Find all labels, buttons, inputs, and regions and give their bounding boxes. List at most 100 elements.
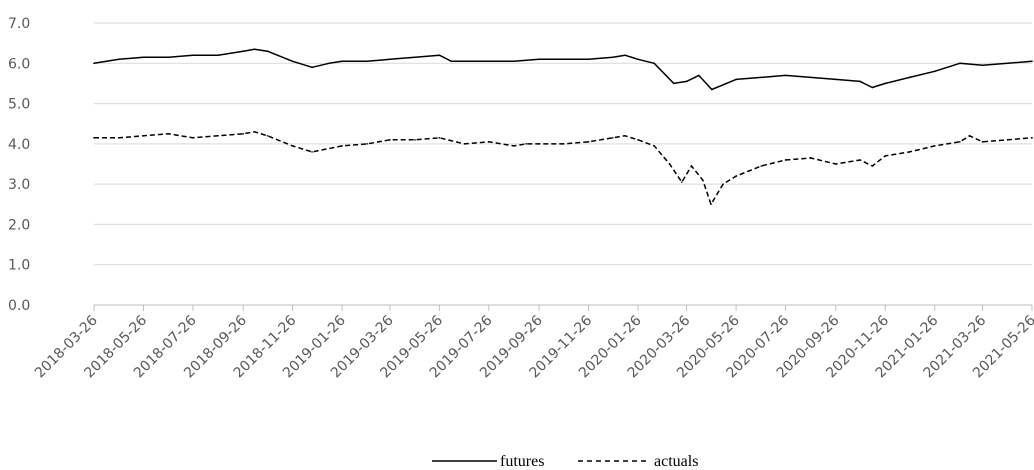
data-point-actuals [311, 151, 313, 153]
data-point-actuals [525, 143, 527, 145]
data-point-actuals [735, 175, 737, 177]
data-point-futures [488, 60, 490, 63]
data-point-actuals [968, 135, 971, 137]
data-point-actuals [981, 141, 984, 143]
data-point-futures [637, 58, 639, 61]
data-point-futures [685, 80, 688, 83]
y-tick-label: 2.0 [8, 217, 30, 233]
data-point-actuals [488, 141, 490, 143]
data-point-actuals [722, 183, 724, 185]
data-point-actuals [884, 155, 887, 157]
data-point-actuals [1006, 139, 1009, 141]
data-point-futures [217, 54, 219, 57]
data-point-futures [450, 60, 453, 63]
data-point-actuals [612, 137, 614, 139]
data-point-actuals [710, 203, 712, 206]
data-point-actuals [637, 139, 639, 141]
data-point-futures [562, 58, 565, 61]
series-line-futures [93, 48, 1033, 91]
data-point-futures [933, 70, 936, 73]
y-tick-label: 7.0 [8, 16, 30, 32]
data-point-actuals [859, 159, 861, 161]
data-point-futures [760, 76, 763, 79]
data-point-futures [612, 56, 614, 59]
data-point-futures [192, 54, 194, 57]
data-point-futures [859, 80, 861, 83]
data-point-actuals [624, 135, 626, 137]
data-point-actuals [438, 137, 441, 139]
legend: futures actuals [432, 453, 698, 470]
data-point-actuals [192, 137, 194, 139]
data-point-futures [835, 78, 837, 81]
data-point-futures [1006, 62, 1009, 65]
data-point-futures [253, 48, 256, 50]
data-point-futures [167, 56, 170, 59]
data-point-actuals [389, 139, 391, 141]
data-point-futures [341, 60, 343, 63]
data-point-futures [624, 54, 626, 57]
data-point-futures [672, 82, 675, 85]
data-point-actuals [463, 143, 466, 145]
data-point-actuals [366, 143, 369, 145]
data-point-actuals [266, 135, 269, 137]
data-point-futures [871, 86, 874, 89]
data-point-futures [538, 58, 540, 61]
data-point-actuals [835, 163, 837, 165]
data-point-futures [697, 74, 700, 77]
data-point-actuals [538, 143, 540, 145]
data-point-actuals [217, 135, 219, 137]
data-point-actuals [690, 165, 693, 167]
y-tick-label: 0.0 [8, 298, 30, 314]
data-point-futures [266, 50, 269, 52]
data-point-futures [587, 58, 590, 61]
y-tick-label: 3.0 [8, 177, 30, 193]
data-point-actuals [933, 145, 936, 147]
data-point-futures [513, 60, 515, 63]
data-point-futures [653, 62, 656, 65]
data-point-actuals [959, 141, 961, 143]
data-point-actuals [291, 145, 294, 147]
data-point-futures [291, 60, 294, 63]
data-point-actuals [587, 141, 590, 143]
data-point-actuals [341, 145, 343, 147]
data-point-actuals [653, 145, 656, 147]
data-point-actuals [908, 151, 911, 153]
y-axis-tick-labels: 0.0 1.0 2.0 3.0 4.0 5.0 6.0 7.0 [8, 16, 30, 314]
data-point-actuals [513, 145, 515, 147]
gridlines [94, 22, 1032, 266]
data-point-futures [710, 88, 713, 91]
data-point-futures [142, 56, 145, 59]
data-point-futures [311, 66, 313, 69]
data-point-futures [908, 76, 911, 79]
data-point-futures [93, 62, 95, 65]
data-point-futures [118, 58, 120, 61]
data-point-futures [959, 62, 961, 65]
legend-label-actuals: actuals [654, 453, 698, 470]
legend-label-futures: futures [500, 453, 544, 470]
series-line-actuals [94, 131, 1033, 206]
series-lines [93, 48, 1033, 206]
data-point-futures [414, 56, 416, 59]
data-point-actuals [702, 179, 704, 181]
data-point-futures [884, 82, 887, 85]
data-point-actuals [118, 137, 120, 139]
y-tick-label: 1.0 [8, 258, 30, 274]
data-point-actuals [1031, 137, 1033, 139]
data-point-actuals [253, 130, 256, 133]
y-tick-label: 4.0 [8, 137, 30, 153]
data-point-actuals [142, 135, 145, 137]
data-point-futures [809, 76, 812, 79]
data-point-futures [784, 74, 787, 77]
data-point-actuals [784, 159, 787, 161]
data-point-futures [1031, 60, 1033, 63]
data-point-futures [242, 50, 244, 52]
data-point-futures [735, 78, 737, 81]
data-point-actuals [167, 132, 170, 135]
data-point-actuals [93, 137, 95, 139]
data-point-actuals [871, 165, 874, 167]
data-point-futures [389, 58, 391, 61]
y-tick-label: 6.0 [8, 56, 30, 72]
data-point-futures [366, 60, 369, 63]
data-point-actuals [760, 165, 763, 167]
